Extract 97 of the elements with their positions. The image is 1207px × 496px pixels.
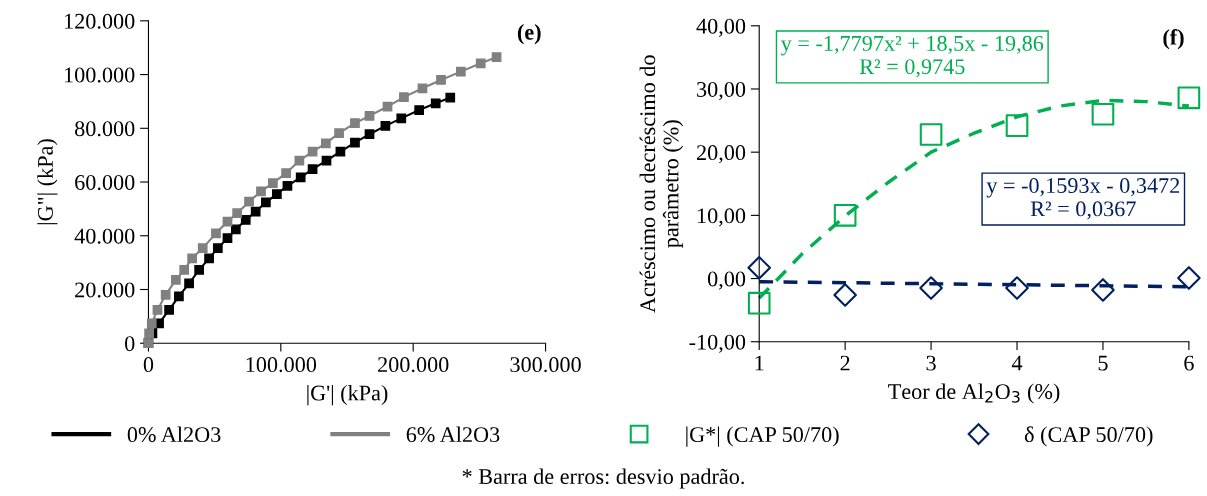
legend-label: 6% Al2O3 (406, 426, 500, 443)
y-axis-title: |G"| (kPa) (37, 139, 58, 225)
point (414, 105, 425, 115)
point (475, 58, 486, 69)
annotation: (e) (517, 24, 541, 45)
point (350, 118, 360, 129)
point (380, 121, 391, 131)
y-tick-label: 20,00 (696, 145, 746, 164)
point (261, 197, 271, 208)
point (250, 206, 261, 217)
point (396, 113, 407, 124)
point (179, 265, 190, 275)
point (230, 224, 241, 235)
point (307, 164, 318, 174)
x-tick-label: 1 (755, 355, 764, 371)
point (184, 278, 194, 289)
point (445, 92, 456, 103)
point (364, 111, 375, 121)
point (194, 265, 205, 275)
x-tick-label: 6 (1184, 355, 1194, 371)
y-tick-label: 60.000 (75, 174, 135, 191)
point (919, 276, 943, 300)
point (417, 83, 428, 94)
point (1177, 86, 1201, 110)
point (244, 196, 254, 207)
x-tick-label: 100.000 (246, 357, 317, 373)
point (320, 138, 331, 149)
point (282, 180, 293, 191)
x-tick-label: 3 (926, 355, 936, 371)
point (1005, 114, 1029, 137)
x-tick-label: 300.000 (510, 357, 581, 373)
text: y = -0,1593x - 0,3472 R² = 0,0367 (986, 178, 1180, 220)
point (436, 75, 446, 85)
y-tick-label: 100.000 (65, 67, 135, 83)
point (1177, 266, 1201, 290)
point (307, 146, 318, 157)
point (174, 291, 184, 302)
y-tick-label: 120.000 (65, 13, 135, 29)
point (491, 52, 502, 62)
point (187, 253, 198, 264)
point (747, 291, 771, 315)
point (455, 66, 466, 77)
x-axis-title: Teor de Al$_{2}$O$_{3}$ (%) (888, 383, 1060, 404)
point (294, 155, 305, 166)
point (364, 129, 375, 140)
y-tick-label: 0 (125, 336, 135, 352)
point (164, 305, 174, 315)
y-tick-label: 40.000 (74, 228, 135, 244)
point (1005, 276, 1029, 300)
x-tick-label: 2 (840, 355, 850, 371)
point (833, 283, 857, 307)
series-label: y = -1,7797x² + 18,5x - 19,86 R² = 0,9745 (780, 35, 1044, 78)
point (1091, 102, 1115, 126)
point (281, 168, 291, 179)
point (747, 256, 771, 280)
point (204, 253, 214, 264)
point (160, 290, 171, 300)
y-tick-label: 40,00 (696, 18, 746, 37)
y-tick-label: 0,00 (707, 271, 746, 290)
y-axis-title: Acréscimo ou decréscimo do parâmetro (%) (639, 55, 684, 313)
legend-label: |G*| (CAP 50/70) (686, 426, 839, 447)
x-tick-label: 200.000 (378, 357, 449, 373)
point (295, 172, 306, 183)
point (271, 189, 282, 199)
point (240, 215, 251, 225)
point (399, 92, 409, 102)
point (268, 178, 278, 188)
point (919, 123, 943, 146)
x-tick-label: 0 (143, 357, 154, 373)
legend-label: δ (CAP 50/70) (1024, 426, 1153, 447)
y-tick-label: 10,00 (697, 208, 746, 227)
point (334, 128, 344, 138)
point (256, 186, 266, 197)
point (144, 328, 154, 339)
point (222, 233, 233, 244)
legend-label: 0% Al2O3 (127, 426, 221, 443)
x-axis-title: |G'| (kPa) (307, 384, 388, 406)
point (197, 243, 208, 253)
point (170, 274, 181, 285)
y-tick-label: 80.000 (75, 121, 135, 137)
point (152, 305, 163, 315)
text: * Barra de erros: desvio padrão. (462, 468, 744, 489)
point (1091, 278, 1115, 302)
point (833, 204, 857, 227)
point (146, 318, 157, 329)
point (350, 137, 360, 148)
y-tick-label: 20.000 (75, 282, 135, 298)
point (212, 243, 223, 253)
x-tick-label: 5 (1098, 355, 1108, 371)
point (232, 208, 243, 219)
annotation: (f) (1163, 28, 1184, 50)
y-tick-label: 30,00 (697, 81, 746, 101)
x-tick-label: 4 (1011, 355, 1023, 371)
point (211, 228, 221, 239)
point (335, 146, 346, 157)
y-tick-label: -10,00 (689, 334, 746, 353)
point (430, 98, 441, 109)
